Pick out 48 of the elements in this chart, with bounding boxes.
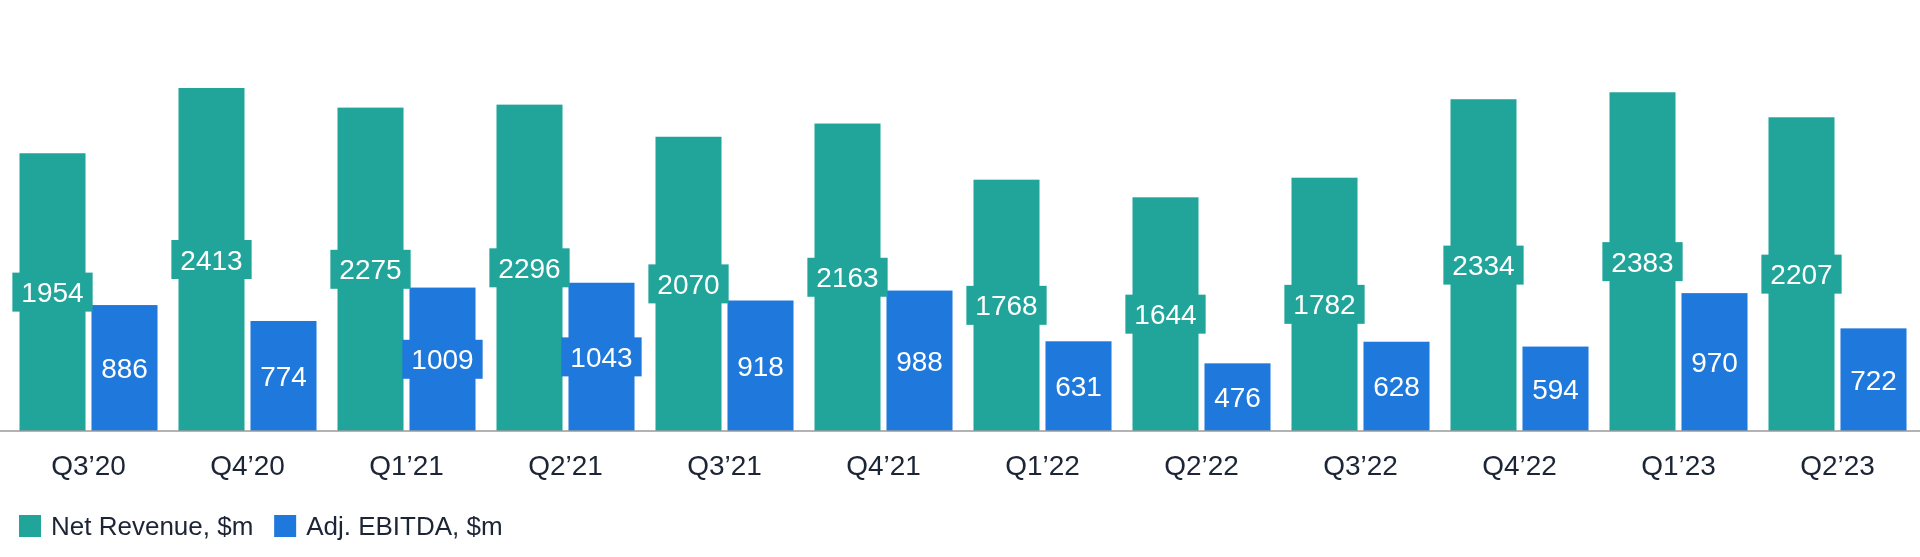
data-label: 918 [737,350,784,382]
x-tick-label: Q1’23 [1641,450,1716,481]
data-label: 2070 [657,268,720,300]
x-tick-label: Q1’22 [1005,450,1080,481]
data-label: 1009 [411,344,474,376]
bar [1204,363,1271,431]
data-label: 594 [1532,373,1579,405]
bar [1045,341,1112,431]
x-tick-label: Q3’21 [687,450,762,481]
data-label: 970 [1691,347,1738,379]
data-label: 1782 [1293,289,1356,321]
legend-label: Net Revenue, $m [51,511,254,542]
bar [1681,293,1748,431]
data-label: 774 [260,361,307,393]
bar [91,305,158,431]
data-label: 1768 [975,290,1038,322]
data-label: 2383 [1611,246,1674,278]
data-label: 1644 [1134,299,1197,331]
bar [886,290,953,431]
bar [1363,341,1430,431]
legend-label: Adj. EBITDA, $m [306,511,503,542]
bar [1840,328,1907,431]
x-tick-label: Q3’20 [51,450,126,481]
data-label: 631 [1055,371,1102,403]
data-label: 1043 [570,341,633,373]
x-tick-label: Q2’22 [1164,450,1239,481]
x-tick-label: Q4’21 [846,450,921,481]
x-tick-label: Q2’21 [528,450,603,481]
data-label: 2296 [498,252,561,284]
data-label: 476 [1214,382,1261,414]
bar [727,300,794,431]
x-tick-label: Q4’22 [1482,450,1557,481]
x-tick-label: Q3’22 [1323,450,1398,481]
x-tick-label: Q2’23 [1800,450,1875,481]
x-tick-label: Q1’21 [369,450,444,481]
data-label: 2413 [180,244,243,276]
bar [1522,346,1589,431]
data-label: 2163 [816,262,879,294]
data-label: 628 [1373,371,1420,403]
data-label: 2334 [1452,250,1515,282]
data-label: 2207 [1770,259,1833,291]
data-label: 988 [896,345,943,377]
bar [250,320,317,431]
data-label: 886 [101,353,148,385]
x-tick-label: Q4’20 [210,450,285,481]
data-label: 2275 [339,254,402,286]
data-label: 1954 [21,277,84,309]
data-label: 722 [1850,364,1897,396]
